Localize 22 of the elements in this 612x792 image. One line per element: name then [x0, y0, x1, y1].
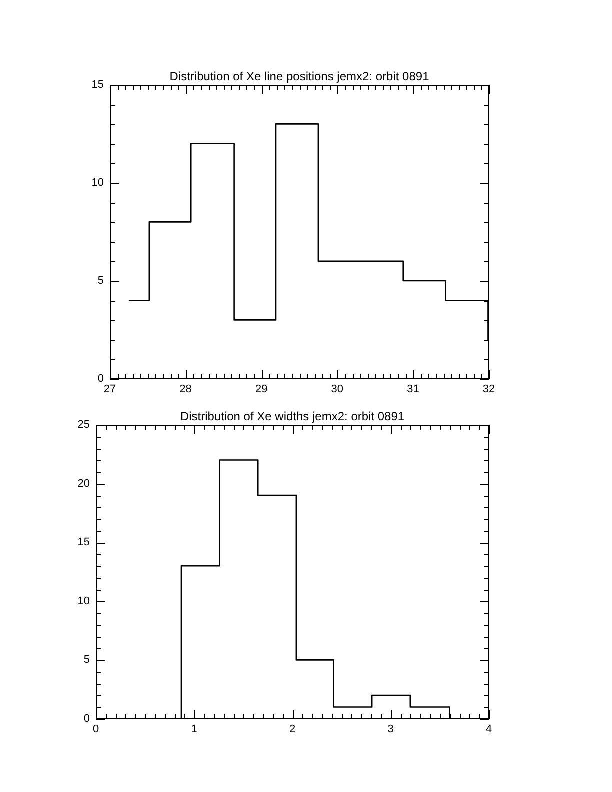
x-tick-label: 27 — [104, 384, 116, 396]
x-tick-label: 2 — [289, 724, 296, 736]
x-tick-label: 3 — [388, 724, 394, 736]
x-tick-label: 1 — [191, 724, 198, 736]
x-tick-label: 32 — [482, 384, 496, 396]
x-tick-label: 29 — [255, 384, 268, 396]
y-tick-label: 5 — [84, 654, 90, 666]
y-tick-label: 20 — [78, 478, 90, 490]
y-tick-label: 10 — [78, 595, 90, 608]
y-tick-label: 5 — [98, 275, 104, 288]
chart-title: Distribution of Xe widths jemx2: orbit 0891 — [180, 409, 405, 424]
y-tick-label: 10 — [92, 177, 104, 190]
chart-title: Distribution of Xe line positions jemx2: orbit 0891 — [170, 69, 430, 84]
y-tick-label: 0 — [98, 373, 104, 386]
y-tick-label: 25 — [78, 419, 90, 432]
x-tick-label: 4 — [486, 724, 492, 736]
y-tick-label: 15 — [78, 536, 90, 549]
x-tick-label: 31 — [407, 384, 420, 396]
y-tick-label: 15 — [92, 79, 104, 92]
x-tick-label: 28 — [180, 384, 192, 396]
y-tick-label: 0 — [84, 713, 90, 726]
x-tick-label: 30 — [331, 384, 344, 396]
